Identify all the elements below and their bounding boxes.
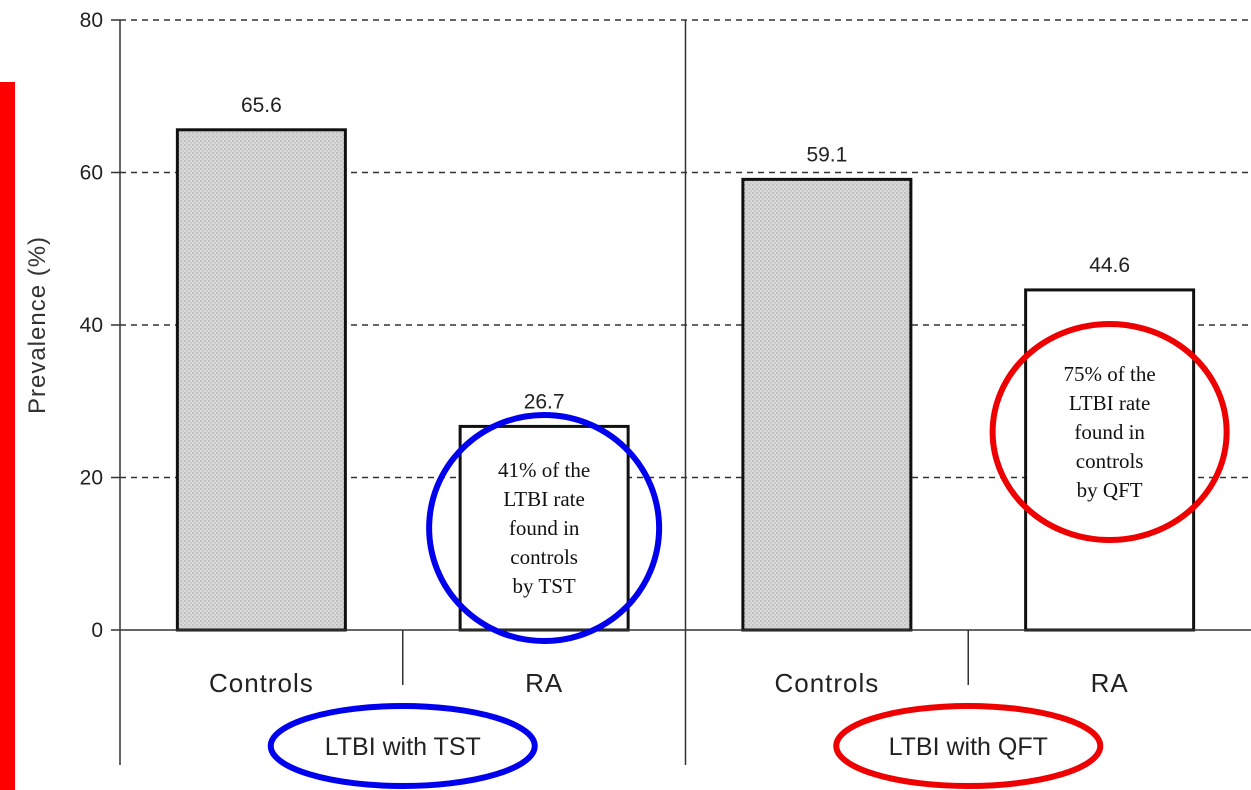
value-labels: 65.6 26.7 59.1 44.6 bbox=[241, 94, 1130, 414]
annotation-text-line: controls bbox=[510, 545, 578, 569]
bar bbox=[741, 177, 913, 632]
x-category-label: Controls bbox=[209, 668, 314, 698]
y-axis-label: Prevalence (%) bbox=[24, 236, 51, 414]
bar bbox=[175, 128, 347, 632]
y-axis: 0 20 40 60 80 bbox=[80, 9, 121, 765]
bars bbox=[175, 128, 1196, 632]
x-category-label: RA bbox=[525, 668, 563, 698]
group-label-circle bbox=[267, 703, 538, 789]
data-label: 59.1 bbox=[806, 143, 847, 166]
annotation-text-line: by TST bbox=[513, 574, 576, 598]
annotation-text-line: controls bbox=[1076, 449, 1144, 473]
group-label: LTBI with QFT bbox=[889, 733, 1048, 761]
group-label-circle bbox=[833, 703, 1104, 789]
annotation-circle bbox=[426, 412, 663, 644]
y-tick-label: 20 bbox=[80, 467, 103, 490]
x-category-label: RA bbox=[1091, 668, 1129, 698]
y-tick-label: 80 bbox=[80, 9, 103, 32]
annotation-text-line: 41% of the bbox=[498, 458, 590, 482]
data-label: 26.7 bbox=[524, 390, 565, 413]
x-category-label: Controls bbox=[774, 668, 879, 698]
x-axis: Controls RA LTBI with TST Controls RA LTBI wi… bbox=[120, 20, 1251, 765]
y-tick-label: 0 bbox=[91, 619, 103, 642]
annotation-circle bbox=[989, 321, 1230, 543]
data-label: 65.6 bbox=[241, 94, 282, 117]
group-label: LTBI with TST bbox=[325, 733, 481, 761]
bar bbox=[1024, 288, 1196, 632]
annotation-text-line: 75% of the bbox=[1064, 362, 1156, 386]
annotation-text-line: found in bbox=[509, 516, 580, 540]
y-tick-label: 60 bbox=[80, 162, 103, 185]
annotation-text-line: found in bbox=[1074, 420, 1145, 444]
data-label: 44.6 bbox=[1089, 254, 1130, 277]
annotation-text-line: by QFT bbox=[1077, 478, 1143, 502]
y-tick-label: 40 bbox=[80, 314, 103, 337]
left-red-stripe bbox=[0, 82, 15, 790]
annotation-text-line: LTBI rate bbox=[503, 487, 584, 511]
annotations: 41% of the LTBI rate found in controls by TS… bbox=[267, 321, 1230, 789]
annotation-text-line: LTBI rate bbox=[1069, 391, 1150, 415]
bar bbox=[458, 424, 630, 632]
